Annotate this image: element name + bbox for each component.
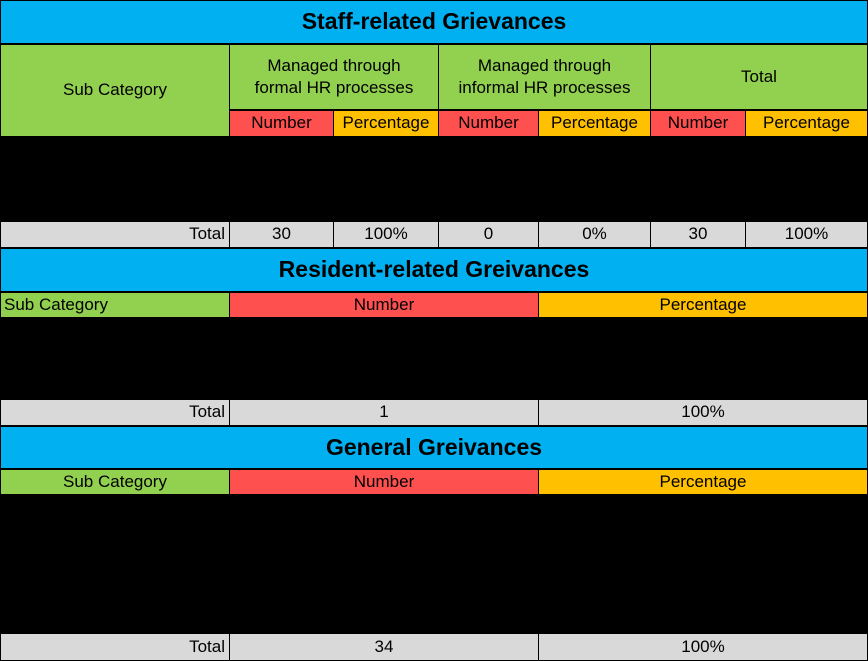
row-label: Resident verbal [0,345,230,372]
total-cell: 30 [650,221,746,248]
total-label: Total [0,221,230,248]
staff-total-row: Total 30 100% 0 0% 30 100% [0,221,868,248]
table-cell: 9% [538,606,868,633]
staff-sub-category-header: Sub Category [0,44,230,137]
staff-title-row: Staff-related Grievances [0,0,868,44]
table-cell: 5 [229,165,334,193]
table-row: Staff other 23 77% 0 0% 23 77% [0,193,868,221]
table-row: Resident physical 0 0% [0,318,868,345]
total-label: Total [0,399,230,426]
table-cell: 2 [229,137,334,165]
table-cell: 0% [538,193,651,221]
table-row: Resident verbal 0 0% [0,345,868,372]
resident-title-row: Resident-related Greivances [0,248,868,292]
general-sub-category-header: Sub Category [0,469,230,495]
staff-section-title: Staff-related Grievances [0,0,868,44]
resident-percentage-header: Percentage [538,292,868,318]
table-cell: 15% [538,578,868,606]
table-cell: 3 [229,606,539,633]
table-cell: 1 [229,372,539,399]
table-cell: 8 [229,523,539,550]
table-cell: 32% [538,550,868,578]
table-cell: 17% [745,165,868,193]
table-cell: 77% [333,193,439,221]
row-label: Resident physical [0,318,230,345]
table-cell: 24% [538,523,868,550]
table-cell: 7 [229,495,539,523]
total-cell: 30 [229,221,334,248]
table-cell: 0% [538,165,651,193]
table-cell: 100% [538,372,868,399]
total-cell: 100% [538,399,868,426]
general-section-title: General Greivances [0,426,868,469]
table-cell: 23 [650,193,746,221]
table-cell: 6% [745,137,868,165]
total-cell: 100% [333,221,439,248]
table-cell: 0 [438,165,539,193]
resident-sub-category-header: Sub Category [0,292,230,318]
table-cell: 2 [650,137,746,165]
staff-total-percentage-header: Percentage [745,110,868,137]
table-row: General School 3 9% [0,606,868,633]
table-row: General Food 8 24% [0,523,868,550]
total-label: Total [0,633,230,661]
general-header: Sub Category Number Percentage [0,469,868,495]
total-cell: 1 [229,399,539,426]
general-number-header: Number [229,469,539,495]
table-cell: 0 [229,345,539,372]
table-cell: 0 [438,137,539,165]
table-cell: 0 [229,318,539,345]
staff-informal-header: Managed through informal HR processes [438,44,651,110]
resident-header: Sub Category Number Percentage [0,292,868,318]
staff-header: Sub Category Managed through formal HR p… [0,44,868,137]
table-cell: 0 [438,193,539,221]
table-row: General Behaviour 5 15% [0,578,868,606]
table-row: General Other 11 32% [0,550,868,578]
table-cell: 0% [538,318,868,345]
staff-formal-number-header: Number [229,110,334,137]
row-label: General School [0,606,230,633]
table-cell: 77% [745,193,868,221]
table-cell: 23 [229,193,334,221]
row-label: General Property [0,495,230,523]
table-row: General Property 7 20% [0,495,868,523]
staff-formal-header: Managed through formal HR processes [229,44,439,110]
row-label: Staff verbal [0,165,230,193]
total-cell: 0 [438,221,539,248]
general-total-row: Total 34 100% [0,633,868,661]
resident-number-header: Number [229,292,539,318]
row-label: General Food [0,523,230,550]
total-cell: 100% [745,221,868,248]
staff-formal-percentage-header: Percentage [333,110,439,137]
table-row: Staff physical 2 6% 0 0% 2 6% [0,137,868,165]
table-row: Staff verbal 5 17% 0 0% 5 17% [0,165,868,193]
total-cell: 100% [538,633,868,661]
table-cell: 0% [538,137,651,165]
general-title-row: General Greivances [0,426,868,469]
table-row: Resident Other 1 100% [0,372,868,399]
table-cell: 5 [229,578,539,606]
row-label: General Behaviour [0,578,230,606]
row-label: Staff other [0,193,230,221]
row-label: Resident Other [0,372,230,399]
staff-total-header: Total [650,44,868,110]
staff-informal-percentage-header: Percentage [538,110,651,137]
table-cell: 5 [650,165,746,193]
row-label: General Other [0,550,230,578]
table-cell: 17% [333,165,439,193]
table-cell: 11 [229,550,539,578]
table-cell: 0% [538,345,868,372]
total-cell: 0% [538,221,651,248]
row-label: Staff physical [0,137,230,165]
table-cell: 20% [538,495,868,523]
staff-informal-number-header: Number [438,110,539,137]
table-cell: 6% [333,137,439,165]
general-percentage-header: Percentage [538,469,868,495]
resident-total-row: Total 1 100% [0,399,868,426]
total-cell: 34 [229,633,539,661]
staff-total-number-header: Number [650,110,746,137]
resident-section-title: Resident-related Greivances [0,248,868,292]
